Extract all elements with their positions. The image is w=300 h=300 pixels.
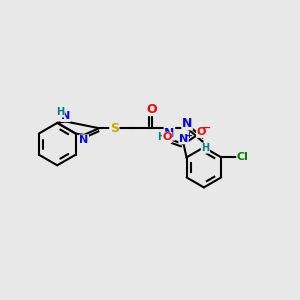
- Text: −: −: [202, 123, 211, 133]
- Text: N: N: [61, 111, 70, 122]
- Text: O: O: [146, 103, 157, 116]
- Text: N: N: [182, 117, 192, 130]
- Text: H: H: [201, 143, 209, 153]
- Text: +: +: [185, 131, 192, 140]
- Text: O: O: [196, 127, 206, 137]
- Text: N: N: [164, 127, 175, 140]
- Text: N: N: [179, 134, 188, 144]
- Text: O: O: [162, 132, 172, 142]
- Text: H: H: [157, 132, 165, 142]
- Text: N: N: [79, 135, 88, 145]
- Text: Cl: Cl: [237, 152, 249, 162]
- Text: H: H: [56, 107, 64, 117]
- Text: S: S: [110, 122, 119, 135]
